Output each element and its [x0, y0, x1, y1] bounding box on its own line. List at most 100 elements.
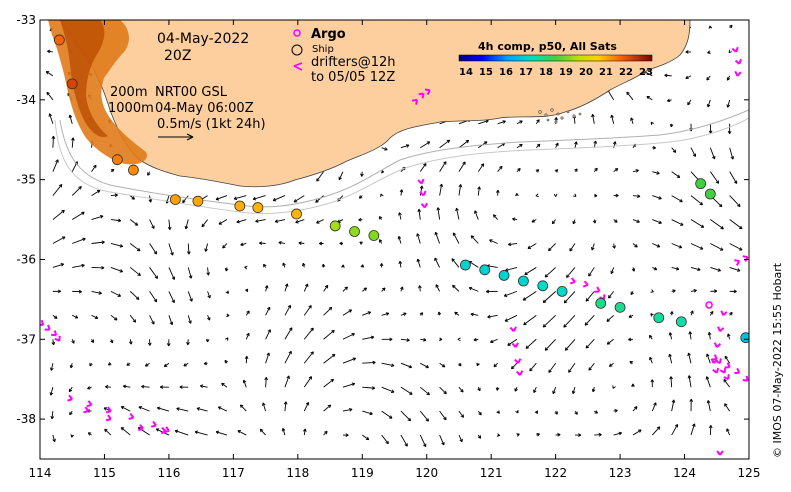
current-vector-head — [423, 337, 427, 342]
current-vector — [381, 312, 389, 316]
current-vector-head — [612, 141, 617, 145]
current-vector-head — [302, 262, 306, 267]
current-vector-head — [151, 225, 155, 229]
current-vector-head — [391, 363, 395, 368]
current-vector-head — [147, 342, 152, 346]
current-vector — [157, 407, 170, 412]
drifter-marker — [582, 280, 589, 288]
current-vector-head — [437, 311, 442, 315]
current-vector-head — [536, 143, 541, 148]
current-vector-head — [93, 164, 97, 169]
current-vector — [207, 291, 211, 299]
current-vector — [72, 314, 79, 319]
current-vector — [129, 291, 140, 300]
current-vector-head — [400, 286, 404, 290]
x-tick-label: 122 — [544, 466, 567, 480]
current-vector-head — [266, 352, 270, 356]
current-vector-head — [536, 119, 540, 123]
current-vector-head — [303, 428, 307, 432]
current-vector — [323, 404, 332, 412]
current-vector-head — [171, 276, 176, 280]
ship-legend-icon — [291, 44, 303, 56]
current-vector — [487, 314, 498, 318]
current-vector — [141, 386, 150, 388]
current-vector — [120, 427, 131, 436]
current-vector — [489, 239, 498, 244]
current-vector — [50, 363, 54, 371]
drifter-marker — [734, 70, 742, 77]
current-vector — [362, 336, 374, 340]
colorbar-tick-label: 18 — [539, 67, 553, 78]
current-vector-head — [71, 340, 75, 344]
current-vector-head — [666, 98, 671, 103]
current-vector-head — [679, 198, 683, 203]
current-vector-head — [714, 289, 718, 293]
current-vector — [110, 243, 123, 247]
drifter-marker — [128, 413, 135, 421]
current-vector-head — [572, 220, 576, 225]
current-vector — [362, 410, 373, 415]
current-vector-head — [105, 385, 109, 389]
current-vector-head — [612, 245, 616, 249]
current-vector — [362, 386, 375, 389]
current-vector-head — [403, 312, 407, 316]
current-vector-head — [351, 333, 355, 337]
current-vector — [52, 434, 56, 442]
current-vector-head — [122, 384, 127, 389]
depth-1000-label: 1000m — [108, 101, 154, 116]
current-vector-head — [614, 409, 618, 413]
current-vector-head — [244, 288, 249, 292]
current-vector — [303, 428, 306, 436]
current-vector-head — [474, 210, 478, 214]
ship-observation — [498, 270, 510, 281]
current-vector — [671, 171, 681, 178]
current-vector — [91, 189, 101, 196]
current-vector — [240, 404, 247, 412]
current-vector — [729, 267, 741, 272]
current-vector-head — [689, 398, 694, 402]
current-vector — [652, 195, 662, 200]
current-vector — [727, 333, 731, 340]
current-vector-head — [308, 305, 312, 309]
current-vector-head — [345, 433, 349, 437]
current-vector-head — [74, 315, 79, 319]
current-vector — [671, 219, 684, 226]
current-vector — [51, 411, 54, 419]
current-vector-head — [441, 363, 446, 368]
colorbar-tick-label: 16 — [499, 67, 513, 78]
drifter-marker — [720, 310, 728, 317]
current-vector-head — [188, 320, 192, 324]
current-vector — [342, 383, 355, 388]
current-vector — [174, 430, 189, 436]
current-vector-head — [697, 267, 701, 272]
current-vector-head — [52, 438, 56, 443]
current-vector-head — [669, 311, 674, 315]
current-vector — [552, 387, 557, 394]
current-vector-head — [729, 24, 733, 29]
current-vector — [400, 362, 412, 368]
current-vector — [439, 434, 445, 446]
current-vector-head — [170, 252, 174, 256]
current-vector-head — [460, 389, 464, 393]
current-vector — [652, 219, 662, 224]
current-vector-head — [443, 416, 447, 421]
current-vector — [420, 338, 427, 341]
current-vector-head — [341, 264, 345, 268]
current-vector — [272, 195, 286, 201]
colorbar-tick-label: 23 — [639, 67, 653, 78]
current-vector-head — [554, 117, 558, 121]
current-vector-head — [338, 176, 342, 181]
current-vector-head — [389, 337, 393, 342]
current-vector — [585, 338, 595, 349]
current-vector — [497, 142, 505, 149]
current-vector-head — [339, 241, 343, 246]
current-vector — [303, 376, 312, 388]
current-vector-head — [218, 221, 222, 225]
current-vector-head — [167, 226, 172, 230]
current-vector — [400, 434, 408, 447]
current-vector-head — [215, 430, 220, 435]
current-vector-head — [700, 224, 705, 228]
argo-floats — [705, 301, 713, 309]
current-vector-head — [224, 359, 228, 364]
current-vector-head — [524, 271, 528, 276]
